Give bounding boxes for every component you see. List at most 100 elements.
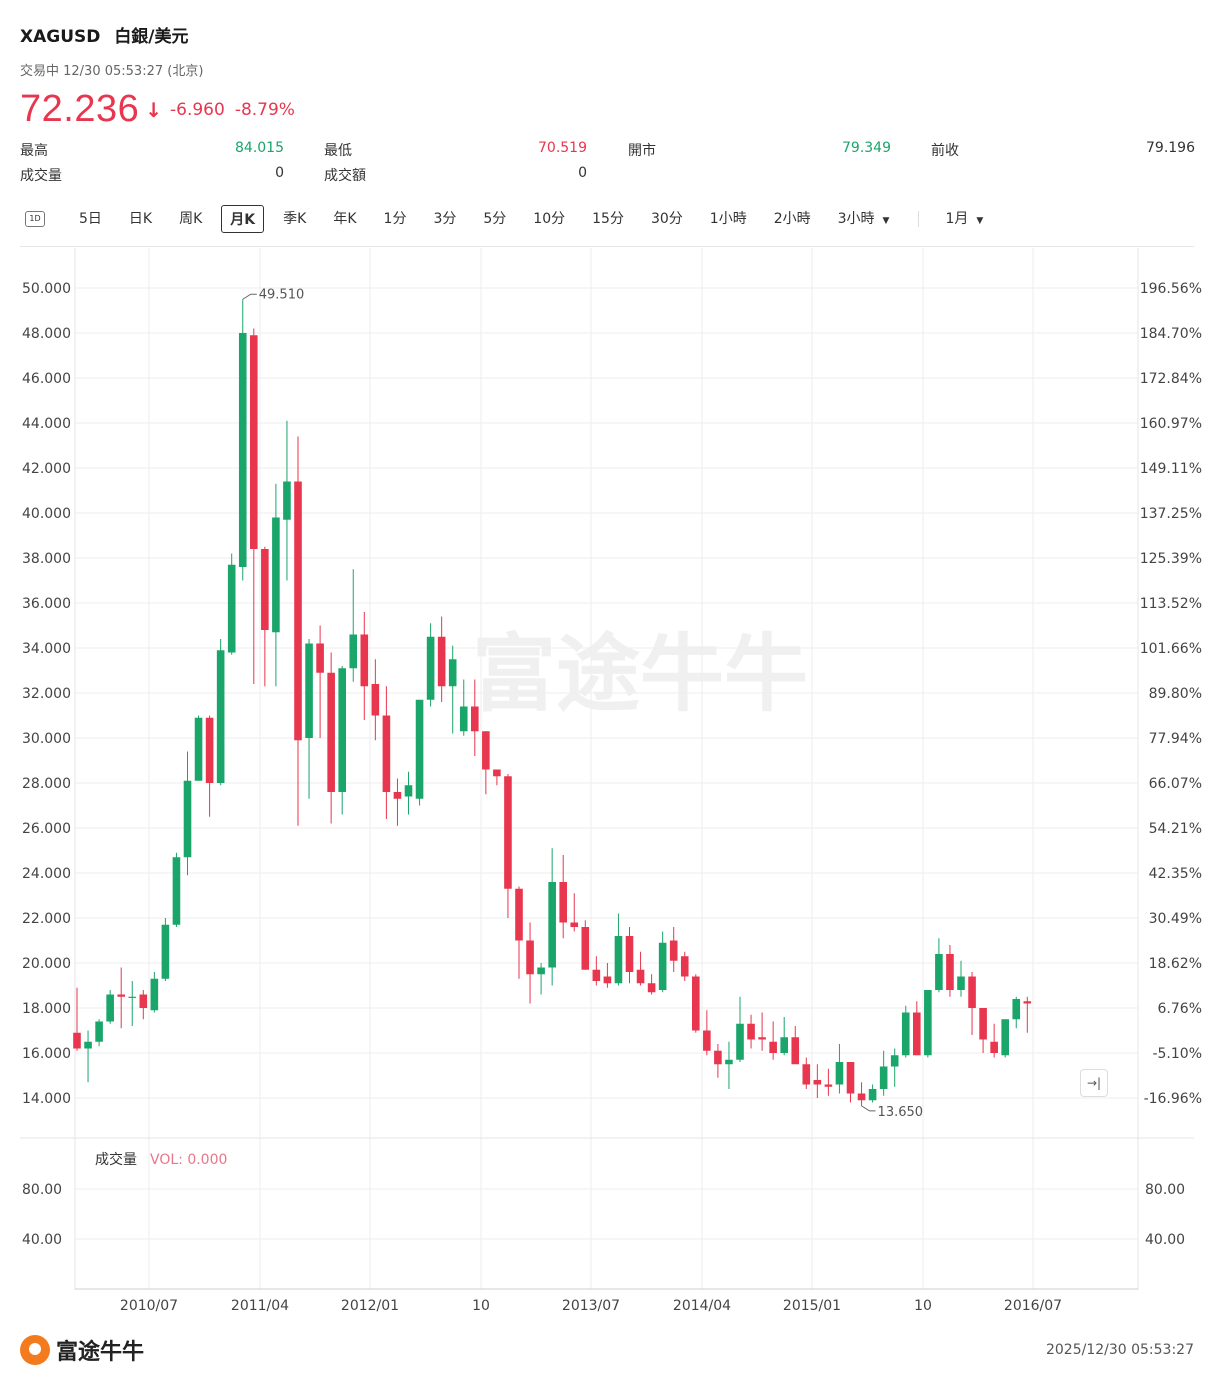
tab-3hour-dropdown[interactable]: 3小時 ▼ [830, 205, 898, 233]
down-arrow-icon: ↓ [145, 97, 162, 122]
instrument-name: 白銀/美元 [114, 27, 189, 47]
x-tick-label: 2010/07 [120, 1298, 178, 1314]
range-label: 1月 [945, 211, 969, 227]
volume-right-tick-label: 40.00 [1145, 1232, 1185, 1248]
right-pct-tick-label: 30.49% [1149, 911, 1202, 927]
tab-30min[interactable]: 30分 [650, 211, 683, 227]
right-pct-tick-label: 89.80% [1149, 686, 1202, 702]
volume-tick-label: 80.00 [22, 1182, 62, 1198]
tabs-divider-line [20, 246, 1194, 247]
candle-body [349, 634, 358, 669]
tab-divider [918, 211, 920, 227]
turnover-label: 成交額 [324, 168, 366, 184]
tab-3hour-label: 3小時 [837, 211, 875, 227]
candle-body [393, 792, 402, 799]
candle-body [95, 1021, 103, 1042]
y-tick-label: 42.000 [22, 461, 71, 477]
candle-body [791, 1037, 800, 1065]
right-pct-tick-label: 77.94% [1149, 731, 1202, 747]
right-pct-tick-label: 137.25% [1140, 506, 1202, 522]
candle-body [736, 1023, 744, 1060]
jump-to-latest-button[interactable]: →| [1080, 1069, 1108, 1097]
x-tick-label: 2011/04 [231, 1298, 289, 1314]
right-pct-tick-label: 184.70% [1140, 326, 1202, 342]
candle-body [725, 1059, 733, 1065]
low-value: 70.519 [538, 140, 587, 156]
candle-body [250, 335, 258, 549]
candle-body [570, 922, 579, 927]
right-pct-tick-label: 149.11% [1140, 461, 1202, 477]
right-pct-tick-label: 66.07% [1149, 776, 1202, 792]
tab-daily[interactable]: 日K [128, 211, 153, 227]
price-change-pct: -8.79% [234, 99, 295, 120]
y-tick-label: 44.000 [22, 416, 71, 432]
candle-body [680, 956, 689, 977]
candle-body [139, 994, 148, 1008]
candle-body [1012, 999, 1021, 1020]
candle-body [183, 780, 192, 858]
tab-monthly[interactable]: 月K [221, 205, 265, 233]
candle-body [172, 857, 181, 925]
tab-15min[interactable]: 15分 [592, 211, 624, 227]
period-tabs: 1D 5日 日K 周K 月K 季K 年K 1分 3分 5分 10分 15分 30… [20, 205, 1002, 233]
trading-status: 交易中 12/30 05:53:27 (北京) [20, 64, 204, 79]
candle-body [879, 1066, 888, 1089]
tab-10min[interactable]: 10分 [533, 211, 566, 227]
candle-body [360, 634, 369, 687]
tab-quarterly[interactable]: 季K [283, 211, 307, 227]
candle-body [526, 940, 534, 975]
x-tick-label: 2014/04 [673, 1298, 731, 1314]
candle-body [194, 717, 203, 781]
high-annotation: 49.510 [259, 287, 305, 302]
y-tick-label: 48.000 [22, 326, 71, 342]
prev-close-value: 79.196 [1146, 140, 1195, 156]
candle-body [493, 769, 501, 777]
candle-body [957, 976, 965, 990]
range-dropdown[interactable]: 1月 ▼ [937, 205, 991, 233]
tab-1min[interactable]: 1分 [383, 211, 407, 227]
candle-body [990, 1041, 998, 1053]
price-change: -6.960 [170, 99, 225, 120]
tab-5d[interactable]: 5日 [79, 211, 102, 227]
tab-5min[interactable]: 5分 [483, 211, 507, 227]
y-tick-label: 50.000 [22, 281, 71, 297]
candle-body [868, 1089, 877, 1101]
candle-body [515, 888, 523, 941]
candlestick-chart[interactable]: 富途牛牛 50.000 196.56% 48.000 184.70% 46.000 172.… [0, 248, 1214, 1328]
candle-body [106, 994, 114, 1022]
candle-body [890, 1055, 899, 1067]
candle-body [482, 731, 490, 770]
candle-body [238, 333, 247, 567]
candle-body [946, 954, 954, 990]
tab-weekly[interactable]: 周K [179, 211, 203, 227]
candle-body [294, 481, 302, 741]
candle-body [658, 942, 667, 990]
right-pct-tick-label: 160.97% [1140, 416, 1202, 432]
right-pct-tick-label: 196.56% [1140, 281, 1202, 297]
y-tick-label: 18.000 [22, 1001, 71, 1017]
y-tick-label: 32.000 [22, 686, 71, 702]
tab-yearly[interactable]: 年K [333, 211, 357, 227]
candle-body [714, 1050, 722, 1065]
volume-value: 0 [275, 165, 284, 181]
y-tick-label: 20.000 [22, 956, 71, 972]
price-row: 72.236 ↓ -6.960 -8.79% [20, 88, 305, 131]
high-annotation-line [242, 293, 257, 300]
open-value: 79.349 [842, 140, 891, 156]
tab-3min[interactable]: 3分 [433, 211, 457, 227]
tab-2hour[interactable]: 2小時 [773, 211, 811, 227]
candle-body [537, 967, 545, 975]
tab-1hour[interactable]: 1小時 [709, 211, 747, 227]
candle-body [459, 706, 468, 732]
candle-body [924, 990, 932, 1056]
candle-body [846, 1062, 855, 1094]
intraday-1d-icon[interactable]: 1D [25, 211, 45, 227]
candle-body [625, 936, 634, 972]
candle-body [968, 976, 976, 1008]
volume-right-tick-label: 80.00 [1145, 1182, 1185, 1198]
candle-body [747, 1023, 755, 1040]
candle-body [448, 659, 457, 687]
right-pct-tick-label: 42.35% [1149, 866, 1202, 882]
x-tick-label: 2012/01 [341, 1298, 399, 1314]
candle-body [261, 549, 269, 630]
